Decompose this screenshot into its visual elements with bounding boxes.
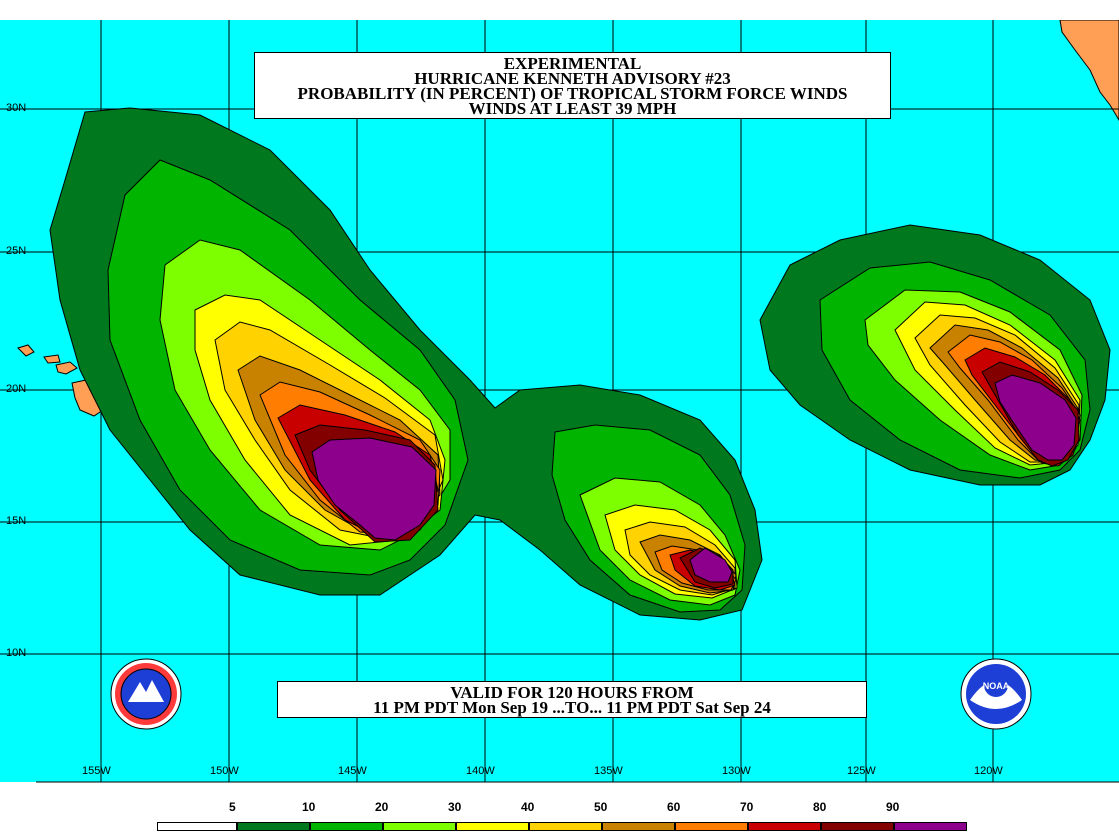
east-swath xyxy=(759,224,1111,486)
legend-label: 5 xyxy=(229,800,236,814)
lon-label-130w: 130W xyxy=(722,765,751,777)
validity-box: VALID FOR 120 HOURS FROM 11 PM PDT Mon S… xyxy=(277,681,867,718)
legend-swatch xyxy=(821,822,894,831)
lon-label-120w: 120W xyxy=(974,765,1003,777)
color-legend: 5 10 20 30 40 50 60 70 80 90 xyxy=(157,800,985,832)
legend-swatch xyxy=(602,822,675,831)
lon-label-140w: 140W xyxy=(466,765,495,777)
lat-label-10n: 10N xyxy=(6,647,27,659)
nws-logo-icon xyxy=(110,658,182,730)
legend-label: 50 xyxy=(594,800,608,814)
legend-swatch xyxy=(529,822,602,831)
legend-swatch xyxy=(310,822,383,831)
legend-label: 40 xyxy=(521,800,535,814)
noaa-logo-icon: NOAA xyxy=(960,658,1032,730)
legend-label: 20 xyxy=(375,800,389,814)
title-box: EXPERIMENTAL HURRICANE KENNETH ADVISORY … xyxy=(254,52,891,119)
legend-label: 30 xyxy=(448,800,462,814)
legend-swatch xyxy=(157,822,237,831)
legend-swatch xyxy=(748,822,821,831)
legend-label: 60 xyxy=(667,800,681,814)
legend-swatch xyxy=(237,822,310,831)
validity-line-2: 11 PM PDT Mon Sep 19 ...TO... 11 PM PDT … xyxy=(373,698,771,717)
legend-swatch xyxy=(383,822,456,831)
top-margin xyxy=(0,0,1119,20)
lat-label-20n: 20N xyxy=(6,383,27,395)
hawaiian-islands xyxy=(17,344,107,417)
lat-label-25n: 25N xyxy=(6,245,27,257)
title-line-4: WINDS AT LEAST 39 MPH xyxy=(468,99,677,118)
legend-label: 90 xyxy=(886,800,900,814)
legend-label: 10 xyxy=(302,800,316,814)
middle-swath xyxy=(551,424,746,613)
lon-label-135w: 135W xyxy=(594,765,623,777)
svg-text:NOAA: NOAA xyxy=(983,681,1010,691)
validity-line-1: VALID FOR 120 HOURS FROM xyxy=(450,683,694,702)
legend-swatch xyxy=(894,822,967,831)
title-line-2: HURRICANE KENNETH ADVISORY #23 xyxy=(414,69,731,88)
lon-label-150w: 150W xyxy=(210,765,239,777)
legend-swatch xyxy=(675,822,748,831)
lat-label-30n: 30N xyxy=(6,102,27,114)
title-line-1: EXPERIMENTAL xyxy=(503,54,642,73)
mainland xyxy=(1059,19,1119,121)
lon-label-155w: 155W xyxy=(82,765,111,777)
legend-label: 70 xyxy=(740,800,754,814)
legend-swatch xyxy=(456,822,529,831)
lon-label-125w: 125W xyxy=(847,765,876,777)
lat-label-15n: 15N xyxy=(6,515,27,527)
lon-label-145w: 145W xyxy=(338,765,367,777)
title-line-3: PROBABILITY (IN PERCENT) OF TROPICAL STO… xyxy=(297,84,848,103)
legend-label: 80 xyxy=(813,800,827,814)
